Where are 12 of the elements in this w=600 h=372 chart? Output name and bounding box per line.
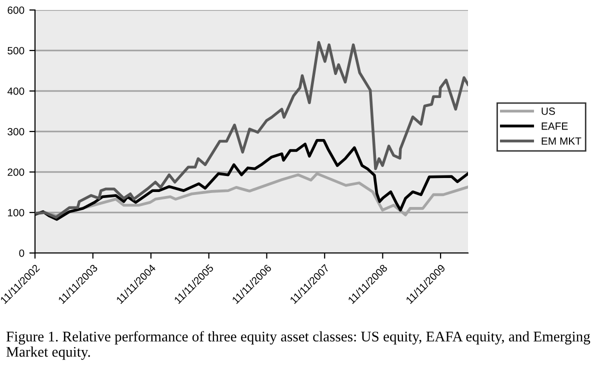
y-tick-label: 300: [8, 128, 24, 136]
legend-label: US: [542, 108, 555, 115]
legend-label: EM MKT: [542, 137, 582, 145]
y-tick-label: 0: [19, 250, 24, 257]
y-tick-label: 100: [8, 209, 24, 216]
line-series: [35, 41, 468, 219]
caption: Figure 1. Relative performance of three equity asset classes: US equity, EAFA equity, and Emerging Market equity.: [6, 331, 590, 360]
y-tick-label: 400: [7, 88, 24, 95]
y-tick-label: 500: [8, 47, 24, 54]
y-tick-label: 200: [8, 168, 24, 176]
legend-label: EAFE: [542, 122, 568, 130]
y-tick-label: 600: [8, 6, 24, 14]
